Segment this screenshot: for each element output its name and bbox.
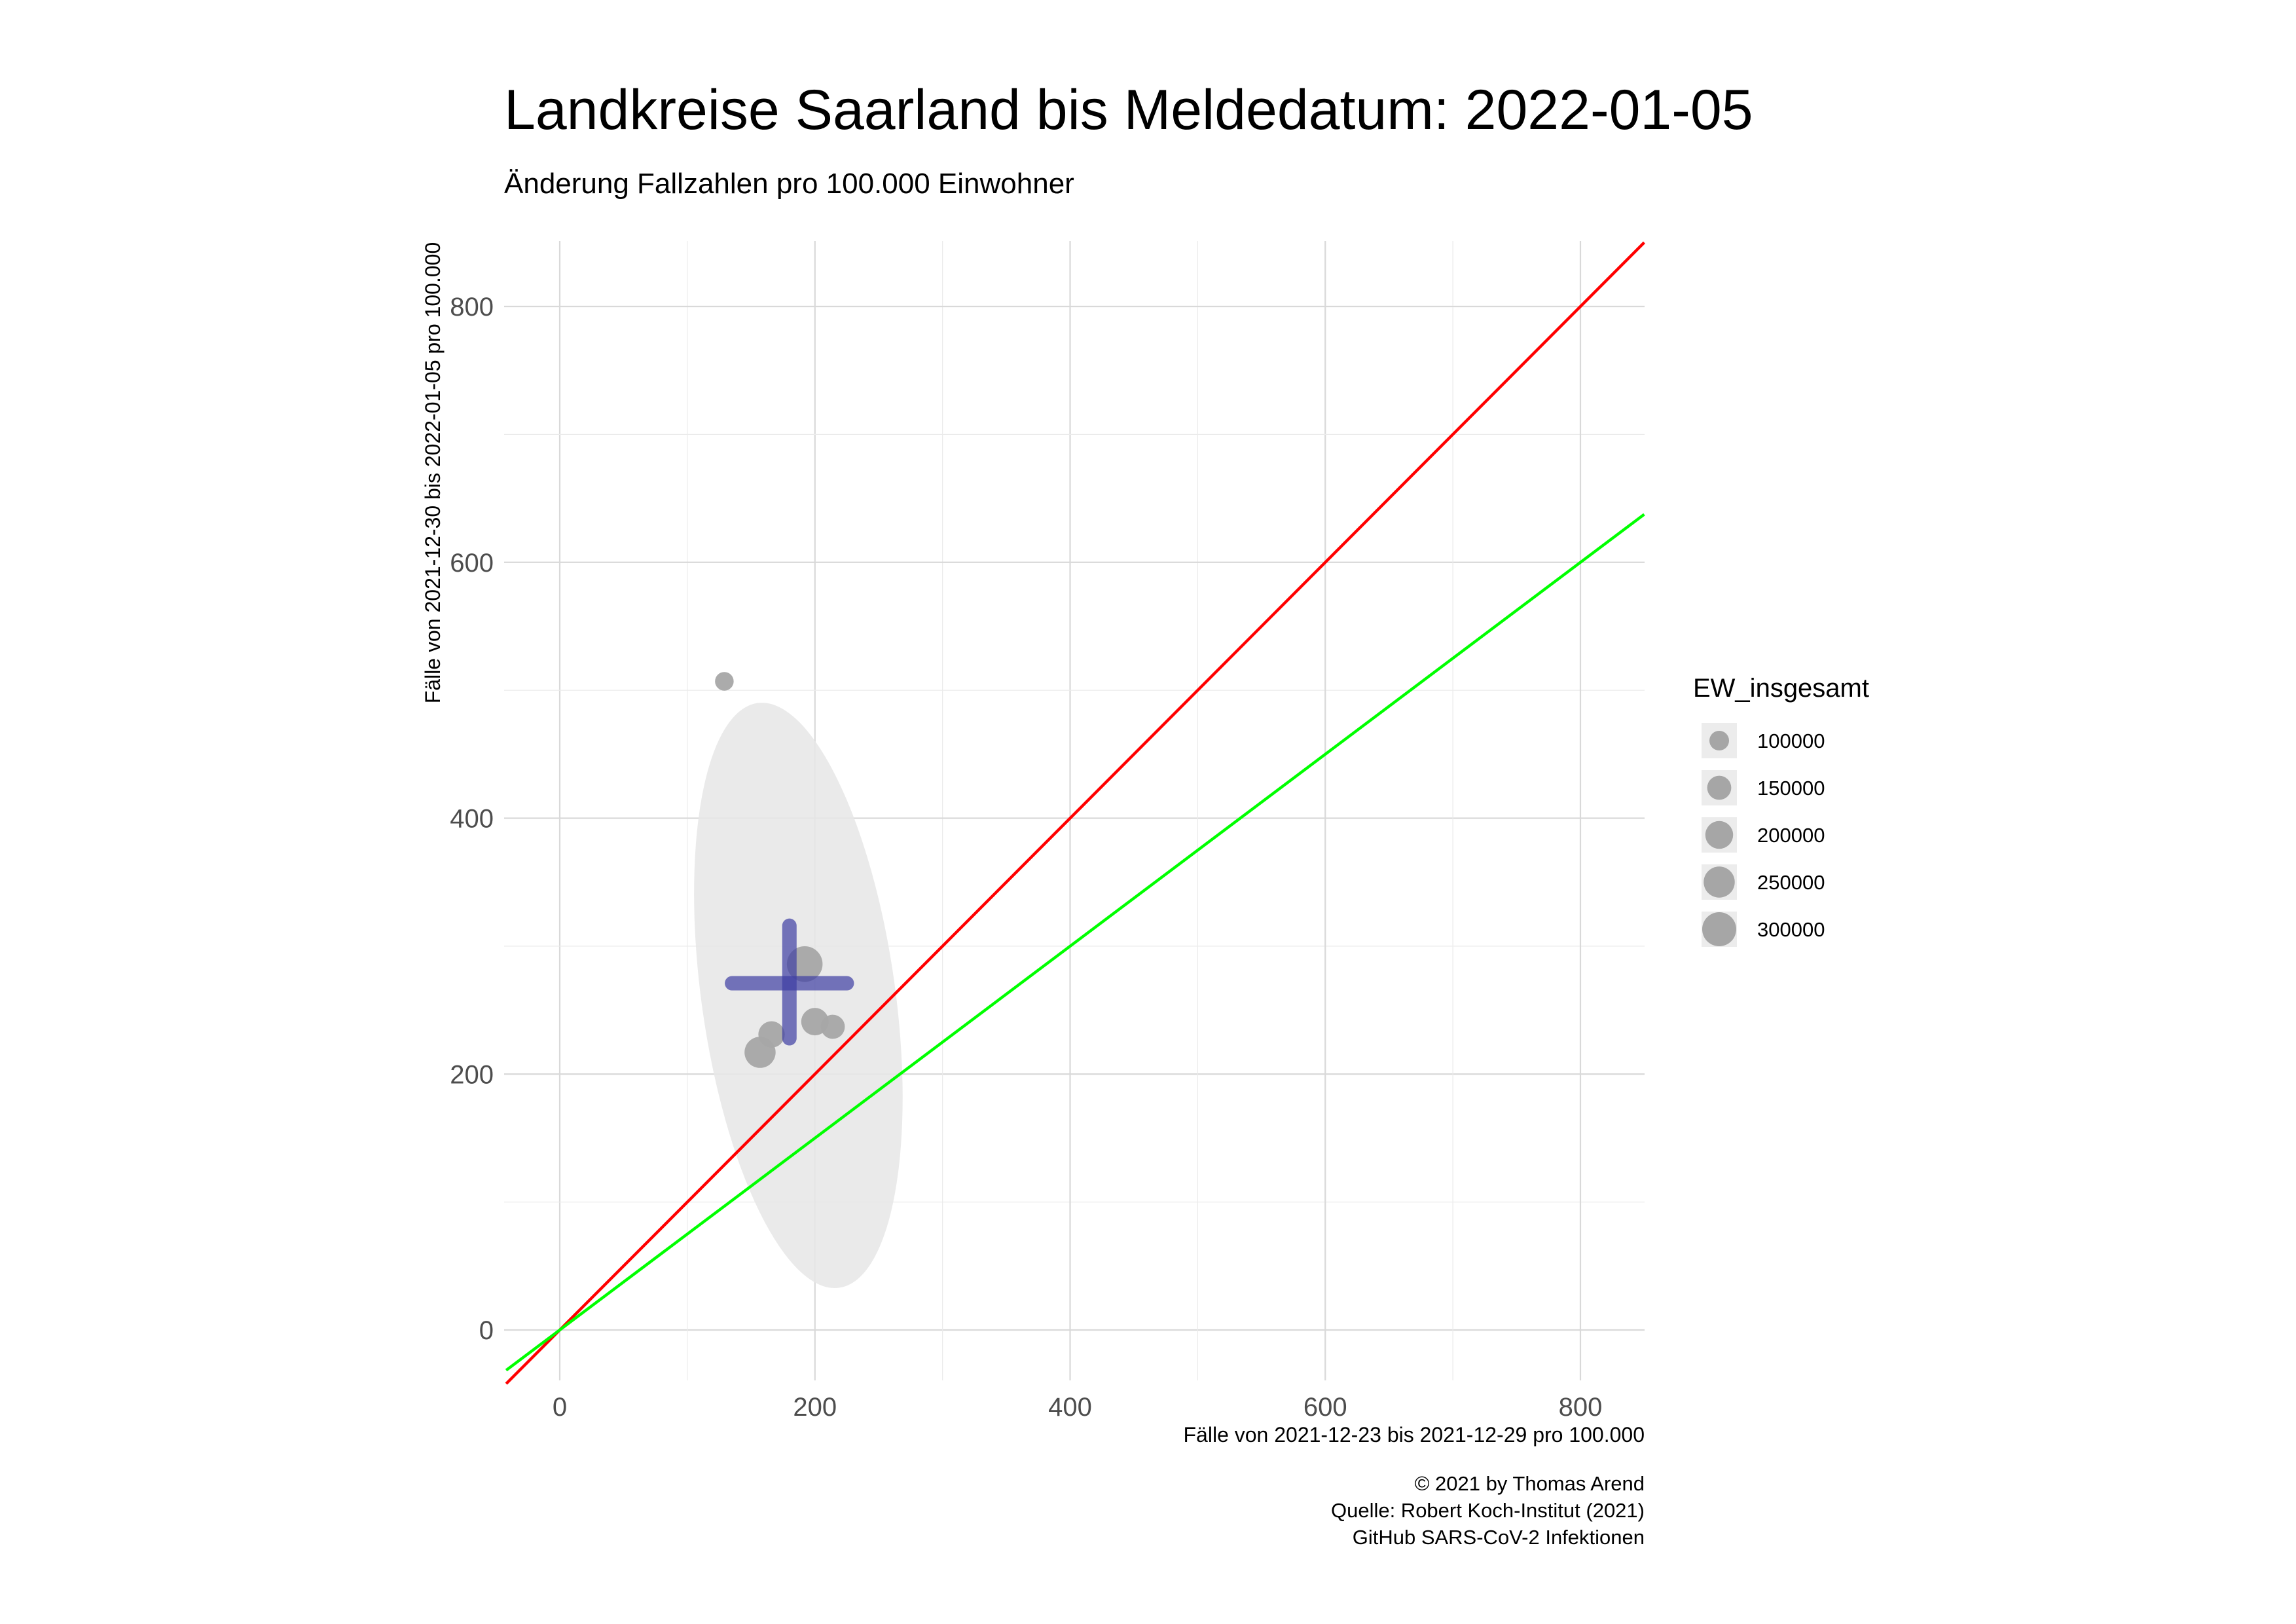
legend-symbol	[1705, 821, 1734, 849]
reference-lines	[505, 241, 1645, 1385]
x-axis-label: Fälle von 2021-12-23 bis 2021-12-29 pro …	[1184, 1423, 1645, 1447]
y-axis-label: Fälle von 2021-12-30 bis 2022-01-05 pro …	[421, 242, 445, 704]
legend-label: 150000	[1757, 777, 1825, 800]
legend-label: 300000	[1757, 918, 1825, 941]
data-point	[820, 1014, 845, 1039]
x-tick-label: 600	[1303, 1393, 1347, 1422]
reference-line-red	[505, 241, 1645, 1385]
caption-line-3: GitHub SARS-CoV-2 Infektionen	[1353, 1526, 1645, 1549]
axis-ticks: 0 200 400 600 800 0 200 400 600 800	[450, 293, 1602, 1422]
caption-line-2: Quelle: Robert Koch-Institut (2021)	[1331, 1499, 1645, 1522]
reference-line-green	[505, 513, 1645, 1372]
legend-label: 250000	[1757, 871, 1825, 894]
legend-symbol	[1702, 912, 1736, 946]
x-tick-label: 400	[1048, 1393, 1092, 1422]
legend-label: 200000	[1757, 824, 1825, 847]
y-tick-label: 400	[450, 805, 494, 834]
caption: © 2021 by Thomas Arend Quelle: Robert Ko…	[1331, 1472, 1645, 1549]
data-point	[758, 1021, 785, 1048]
grid	[504, 241, 1645, 1380]
legend-symbol	[1704, 866, 1735, 898]
mean-cross	[725, 918, 854, 1046]
data-point	[715, 672, 734, 691]
y-tick-label: 600	[450, 549, 494, 578]
x-tick-label: 0	[553, 1393, 567, 1422]
legend-label: 100000	[1757, 729, 1825, 752]
legend: EW_insgesamt 100000 150000 200000 250000 300…	[1693, 674, 1869, 947]
legend-symbol	[1707, 775, 1732, 800]
x-tick-label: 200	[793, 1393, 837, 1422]
y-tick-label: 800	[450, 293, 494, 322]
y-tick-label: 0	[479, 1316, 494, 1345]
legend-title: EW_insgesamt	[1693, 674, 1869, 703]
y-tick-label: 200	[450, 1060, 494, 1089]
x-tick-label: 800	[1559, 1393, 1603, 1422]
legend-symbol	[1709, 730, 1730, 751]
caption-line-1: © 2021 by Thomas Arend	[1415, 1472, 1645, 1495]
chart-title: Landkreise Saarland bis Meldedatum: 2022…	[504, 79, 1753, 141]
chart-subtitle: Änderung Fallzahlen pro 100.000 Einwohne…	[504, 168, 1074, 200]
